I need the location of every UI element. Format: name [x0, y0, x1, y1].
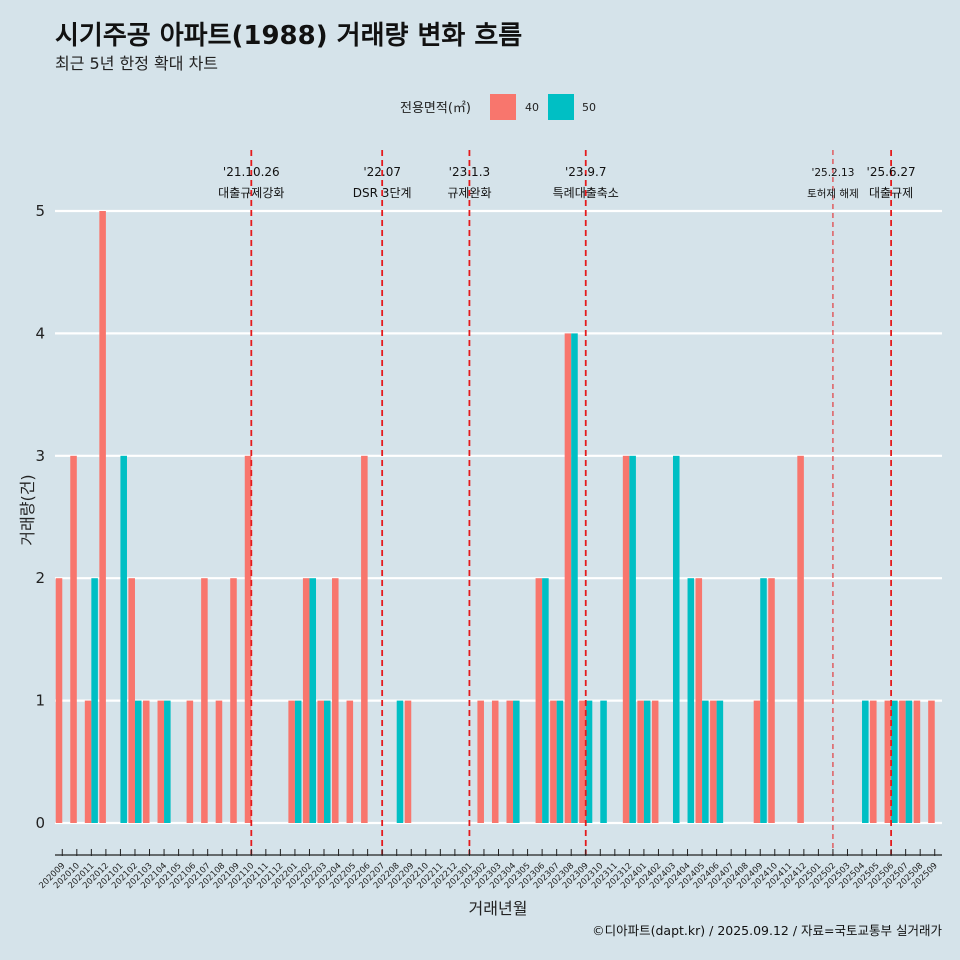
event-label: 규제완화 [447, 186, 491, 200]
bar-202402-40 [651, 700, 659, 823]
event-date: '25.6.27 [867, 165, 916, 179]
event-label: DSR 3단계 [353, 186, 412, 200]
bar-202203-50 [324, 700, 331, 823]
event-date: '22.07 [363, 165, 401, 179]
y-tick-label: 1 [35, 692, 45, 710]
bar-202307-50 [556, 700, 564, 823]
bar-202405-50 [702, 700, 709, 823]
bar-202406-50 [716, 700, 724, 823]
bar-202302-40 [477, 700, 484, 823]
legend-swatch-40 [490, 94, 516, 120]
bar-202308-40 [564, 333, 572, 823]
bar-202011-40 [84, 700, 92, 823]
bar-202409-40 [753, 700, 761, 823]
legend-swatch-50 [548, 94, 574, 120]
bar-202012-40 [99, 211, 106, 823]
bar-202309-50 [585, 700, 593, 823]
bar-202409-50 [760, 578, 767, 823]
bar-202306-40 [535, 578, 543, 823]
bar-202104-40 [157, 700, 165, 823]
bar-202201-40 [288, 700, 295, 823]
bar-202312-50 [629, 455, 636, 823]
y-tick-label: 0 [35, 814, 45, 832]
y-axis-title: 거래량(건) [18, 474, 37, 545]
bar-202309-40 [579, 700, 586, 823]
bar-202104-50 [164, 700, 171, 823]
bar-202010-40 [70, 455, 77, 823]
event-label: 대출규제강화 [218, 186, 284, 200]
bar-202202-50 [309, 578, 317, 823]
event-label: 토허제 해제 [807, 187, 859, 200]
bar-202011-50 [91, 578, 98, 823]
chart-subtitle: 최근 5년 한정 확대 차트 [55, 54, 218, 73]
event-date: '23.9.7 [565, 165, 606, 179]
bar-202201-50 [294, 700, 302, 823]
bar-202506-40 [884, 700, 892, 823]
event-date: '23.1.3 [449, 165, 490, 179]
bar-202208-50 [396, 700, 404, 823]
bar-202403-50 [672, 455, 680, 823]
legend: 전용면적(㎡) 40 50 [400, 94, 596, 120]
bar-202504-50 [862, 700, 869, 823]
y-tick-label: 5 [35, 202, 45, 220]
legend-label-50: 50 [582, 101, 596, 114]
bar-202108-40 [215, 700, 223, 823]
bar-202307-40 [550, 700, 557, 823]
bar-202507-50 [905, 700, 913, 823]
bar-202312-40 [622, 455, 630, 823]
bar-202507-40 [899, 700, 906, 823]
bar-202109-40 [230, 578, 237, 823]
bar-202206-40 [361, 455, 368, 823]
bar-202103-40 [142, 700, 150, 823]
bar-202401-50 [643, 700, 651, 823]
caption: ©디아파트(dapt.kr) / 2025.09.12 / 자료=국토교통부 실… [592, 923, 942, 938]
bar-202209-40 [404, 700, 412, 823]
bar-202306-50 [542, 578, 549, 823]
y-axis: 0 1 2 3 4 5 [35, 202, 45, 832]
event-date: '21.10.26 [223, 165, 280, 179]
legend-title: 전용면적(㎡) [400, 101, 471, 116]
x-axis-title: 거래년월 [469, 899, 528, 918]
bar-202506-50 [891, 700, 898, 823]
bar-202505-40 [870, 700, 877, 823]
bar-202410-40 [768, 578, 775, 823]
bars [55, 211, 935, 823]
event-label: 대출규제 [869, 186, 913, 200]
chart-title: 시기주공 아파트(1988) 거래량 변화 흐름 [55, 21, 522, 51]
bar-202304-40 [506, 700, 514, 823]
bar-202508-40 [913, 700, 921, 823]
bar-202401-40 [637, 700, 644, 823]
bar-202009-40 [55, 578, 63, 823]
bar-202509-40 [928, 700, 935, 823]
bar-202204-40 [332, 578, 339, 823]
x-axis: 2020092020102020112020122021012021022021… [37, 849, 942, 891]
bar-202110-40 [244, 455, 252, 823]
y-tick-label: 3 [35, 447, 45, 465]
bar-202205-40 [346, 700, 354, 823]
event-date: '25.2.13 [811, 167, 854, 179]
event-label: 특례대출축소 [553, 186, 619, 200]
y-tick-label: 4 [35, 324, 45, 342]
bar-202412-40 [797, 455, 804, 823]
bar-202406-40 [710, 700, 717, 823]
bar-202102-40 [128, 578, 135, 823]
bar-202304-50 [513, 700, 520, 823]
bar-202202-40 [302, 578, 310, 823]
bar-202102-50 [134, 700, 142, 823]
legend-label-40: 40 [525, 101, 539, 114]
bar-202405-40 [695, 578, 703, 823]
bar-202106-40 [186, 700, 194, 823]
bar-202107-40 [201, 578, 208, 823]
event-annotations: '21.10.26 대출규제강화 '22.07 DSR 3단계 '23.1.3 규제완화 '… [218, 165, 915, 200]
y-tick-label: 2 [35, 569, 45, 587]
bar-202203-40 [317, 700, 325, 823]
event-lines [250, 150, 893, 855]
bar-202308-50 [571, 333, 578, 823]
bar-202101-50 [120, 455, 127, 823]
bar-202310-50 [600, 700, 607, 823]
bar-202404-50 [687, 578, 695, 823]
bar-202303-40 [491, 700, 499, 823]
